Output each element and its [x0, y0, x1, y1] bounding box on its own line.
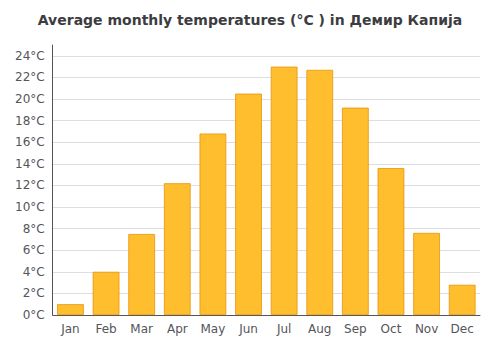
- svg-text:May: May: [200, 322, 225, 336]
- svg-text:18°C: 18°C: [15, 114, 45, 128]
- svg-text:Jan: Jan: [60, 322, 80, 336]
- svg-text:Apr: Apr: [167, 322, 188, 336]
- svg-text:12°C: 12°C: [15, 178, 45, 192]
- svg-text:8°C: 8°C: [23, 222, 45, 236]
- svg-text:Oct: Oct: [381, 322, 402, 336]
- svg-text:20°C: 20°C: [15, 92, 45, 106]
- svg-text:Dec: Dec: [451, 322, 474, 336]
- svg-text:22°C: 22°C: [15, 70, 45, 84]
- svg-text:24°C: 24°C: [15, 49, 45, 63]
- svg-text:2°C: 2°C: [23, 286, 45, 300]
- svg-text:10°C: 10°C: [15, 200, 45, 214]
- svg-text:Aug: Aug: [308, 322, 331, 336]
- svg-text:Jul: Jul: [276, 322, 291, 336]
- svg-text:Sep: Sep: [344, 322, 367, 336]
- svg-text:0°C: 0°C: [23, 308, 45, 322]
- svg-text:Mar: Mar: [130, 322, 153, 336]
- svg-text:Nov: Nov: [415, 322, 438, 336]
- svg-text:Average monthly temperatures (: Average monthly temperatures (°C ) in Де…: [38, 12, 462, 28]
- svg-text:Feb: Feb: [95, 322, 116, 336]
- svg-text:16°C: 16°C: [15, 135, 45, 149]
- svg-text:Jun: Jun: [238, 322, 258, 336]
- svg-text:6°C: 6°C: [23, 243, 45, 257]
- svg-text:4°C: 4°C: [23, 265, 45, 279]
- svg-text:14°C: 14°C: [15, 157, 45, 171]
